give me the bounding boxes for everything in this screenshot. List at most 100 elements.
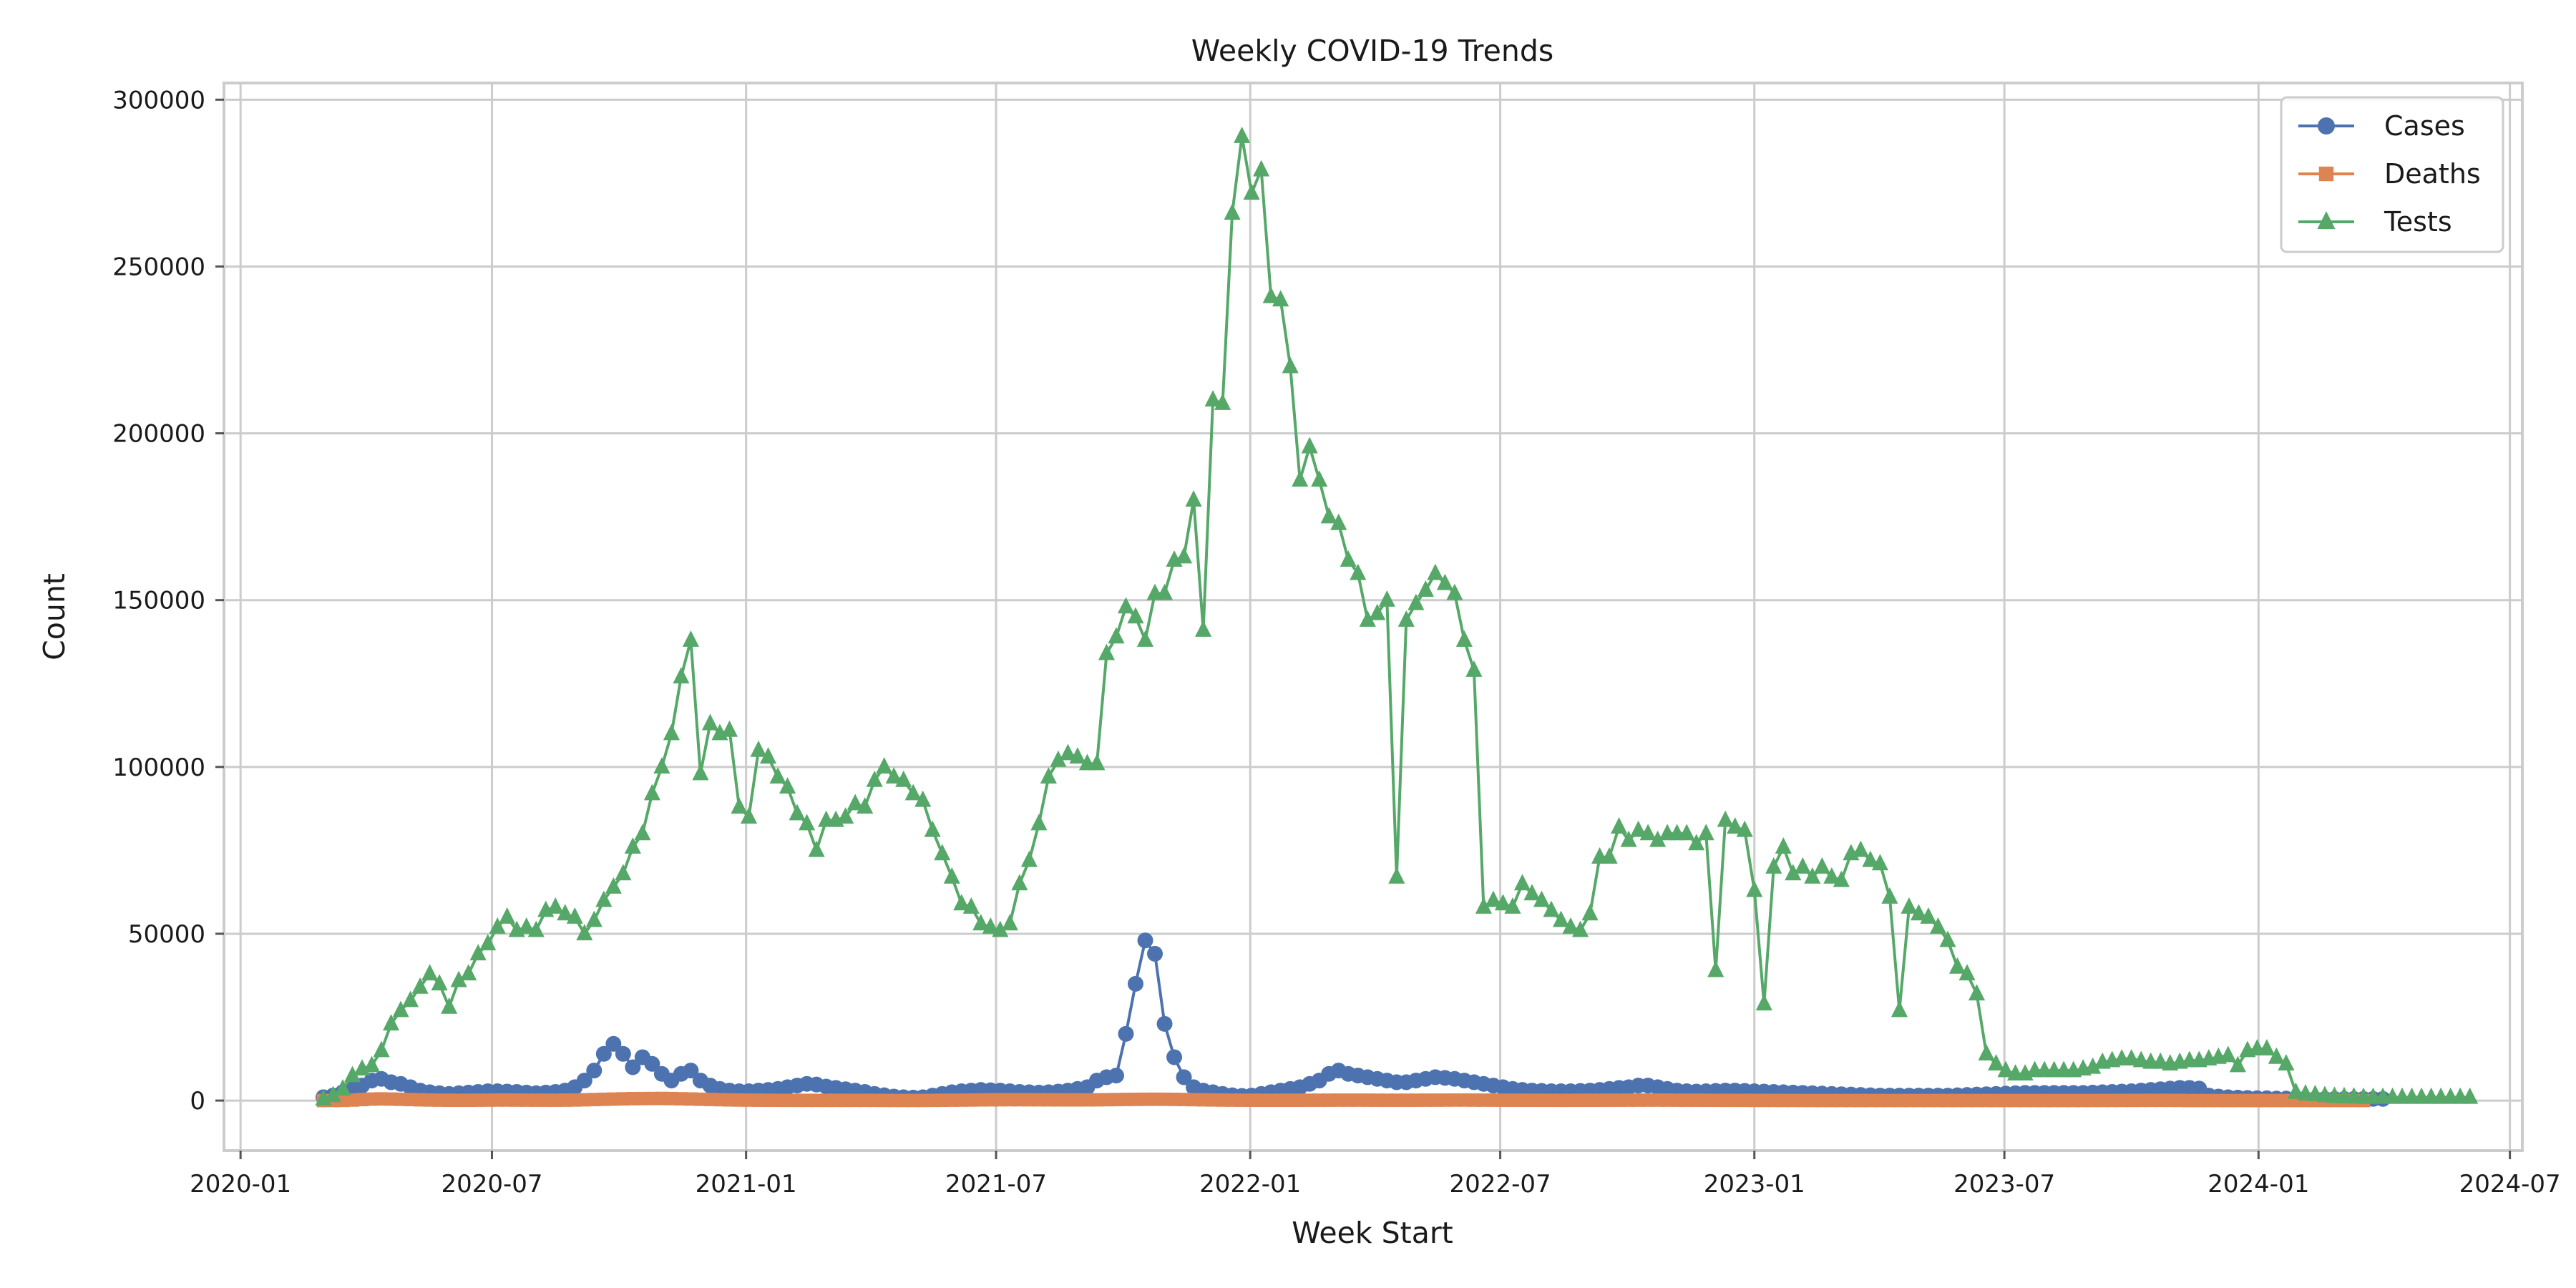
y-tick-label: 300000 — [112, 86, 205, 114]
tests-point — [663, 723, 680, 741]
cases-point — [595, 1045, 612, 1062]
tests-point — [1678, 824, 1695, 841]
tests-point — [1282, 356, 1299, 374]
tests-point — [789, 804, 806, 821]
tests-point — [585, 910, 602, 927]
tests-point — [866, 770, 883, 787]
tests-point — [2258, 1039, 2275, 1056]
y-tick-label: 0 — [190, 1087, 205, 1116]
cases-point — [1156, 1015, 1173, 1032]
tests-point — [1785, 864, 1802, 881]
tests-point — [1359, 610, 1376, 627]
y-tick-label: 150000 — [112, 587, 205, 615]
tests-point — [731, 797, 748, 814]
tests-point — [1117, 597, 1135, 614]
cases-point — [683, 1063, 699, 1079]
tests-point — [1292, 470, 1309, 487]
cases-point — [1108, 1068, 1124, 1084]
tests-point — [1601, 847, 1618, 864]
series-layer — [315, 126, 2479, 1108]
tests-point — [1533, 890, 1551, 907]
tests-point — [1204, 390, 1221, 407]
x-axis-title: Week Start — [1292, 1216, 1453, 1250]
tests-point — [1494, 894, 1511, 911]
tests-point — [692, 763, 709, 781]
tests-point — [1136, 630, 1154, 647]
tests-point — [895, 770, 912, 787]
x-tick-label: 2023-01 — [1704, 1170, 1805, 1199]
tests-point — [1195, 620, 1212, 637]
tests-point — [2084, 1057, 2102, 1074]
tests-point — [547, 897, 564, 914]
tests-point — [1929, 917, 1947, 934]
tests-point — [759, 747, 777, 764]
tests-point — [518, 917, 535, 934]
tests-point — [962, 897, 980, 914]
tests-point — [904, 784, 922, 801]
legend-marker — [2318, 166, 2334, 182]
legend-label: Tests — [2384, 206, 2452, 238]
tests-point — [1311, 470, 1328, 487]
tests-point — [2220, 1045, 2237, 1063]
tests-point — [1098, 643, 1116, 660]
x-tick-label: 2021-01 — [696, 1170, 797, 1199]
tests-point — [972, 914, 990, 931]
tests-point — [1176, 547, 1193, 564]
tests-point — [1050, 750, 1067, 767]
cases-point — [1176, 1069, 1192, 1085]
tests-point — [1552, 910, 1570, 927]
tests-point — [857, 797, 874, 814]
tests-point — [1871, 854, 1888, 871]
tests-point — [943, 867, 960, 884]
tests-point — [1020, 850, 1038, 867]
tests-point — [343, 1065, 361, 1083]
tests-point — [1727, 817, 1744, 834]
tests-point — [1214, 393, 1231, 410]
tests-point — [1320, 507, 1337, 524]
legend-marker — [2317, 211, 2336, 230]
tests-point — [1581, 904, 1599, 921]
y-tick-label: 250000 — [112, 253, 205, 281]
tests-point — [615, 864, 632, 881]
cases-point — [644, 1055, 660, 1072]
tests-point — [1813, 857, 1830, 874]
tests-point — [2132, 1050, 2150, 1068]
tests-point — [740, 807, 758, 824]
tests-point — [363, 1055, 381, 1073]
cases-point — [605, 1035, 622, 1052]
tests-point — [1030, 814, 1048, 831]
tests-point — [2278, 1054, 2295, 1071]
tests-point — [1059, 743, 1076, 761]
tests-point — [1775, 837, 1792, 854]
tick-labels: 2020-01 2020-07 2021-01 2021-07 2022-01 2022-… — [112, 86, 2560, 1199]
tests-point — [595, 890, 613, 907]
tests-point — [992, 920, 1009, 937]
plot-frame — [223, 82, 2524, 1152]
tests-point — [624, 837, 641, 854]
tests-point — [1262, 286, 1279, 303]
tests-point — [750, 740, 767, 757]
cases-point — [1147, 945, 1163, 962]
tests-point — [1350, 563, 1367, 580]
tests-point — [576, 924, 593, 941]
tests-point — [1948, 957, 1966, 974]
tests-point — [1407, 593, 1425, 610]
tests-point — [1746, 880, 1763, 897]
x-tick-label: 2022-07 — [1450, 1170, 1551, 1199]
tests-point — [1224, 203, 1241, 220]
tests-point — [1234, 126, 1251, 143]
cases-point — [615, 1045, 631, 1062]
tests-point — [1968, 984, 1986, 1001]
tests-point — [876, 757, 893, 774]
tests-point — [450, 970, 467, 987]
tests-point — [1001, 914, 1018, 931]
legend-item-tests: Tests — [2298, 206, 2452, 238]
tests-point — [1997, 1060, 2014, 1078]
tests-point — [527, 920, 545, 937]
tests-point — [499, 907, 516, 924]
tests-point — [1717, 810, 1734, 827]
tests-point — [1427, 563, 1444, 580]
tests-point — [1272, 290, 1289, 307]
tests-point — [402, 990, 419, 1008]
tests-point — [1369, 603, 1386, 620]
